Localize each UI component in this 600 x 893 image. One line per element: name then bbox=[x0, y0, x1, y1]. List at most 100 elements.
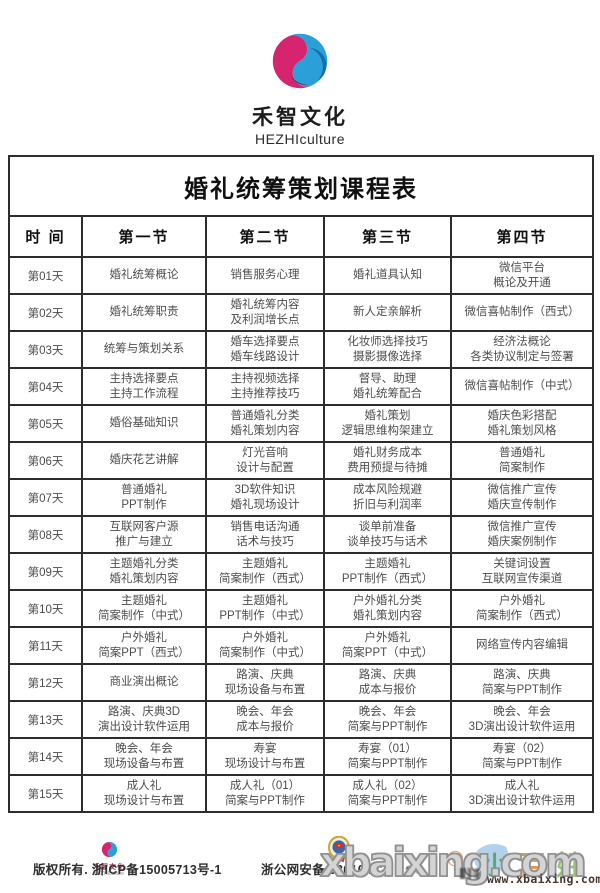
course-schedule-table: 婚礼统筹策划课程表 时 间 第一节 第二节 第三节 第四节 第01天 婚礼统筹概论… bbox=[7, 155, 595, 813]
course-cell: 婚礼财务成本 费用预提与待摊 bbox=[323, 441, 452, 480]
column-header-period-1: 第一节 bbox=[81, 215, 207, 258]
day-cell: 第12天 bbox=[8, 663, 83, 702]
footer-logo-name: 禾智文化 bbox=[93, 864, 125, 871]
watermark-art-char: 姓 bbox=[556, 851, 583, 881]
course-cell: 普通婚礼分类 婚礼策划内容 bbox=[205, 404, 325, 443]
day-cell: 第15天 bbox=[8, 774, 83, 813]
course-cell: 成人礼 现场设计与布置 bbox=[81, 774, 207, 813]
table-header-row: 时 间 第一节 第二节 第三节 第四节 bbox=[8, 215, 595, 258]
obscured-digits bbox=[395, 865, 426, 874]
watermark-site-text: xbaixing.com bbox=[319, 839, 587, 887]
course-cell: 网络宣传内容编辑 bbox=[449, 626, 595, 665]
table-title: 婚礼统筹策划课程表 bbox=[7, 155, 595, 217]
watermark-art-char: 百 bbox=[518, 851, 545, 881]
course-cell: 主题婚礼 PPT制作（西式） bbox=[323, 552, 452, 591]
hezhi-logo-icon bbox=[272, 33, 328, 89]
course-cell: 化妆师选择技巧 摄影摄像选择 bbox=[323, 330, 452, 369]
course-cell: 销售服务心理 bbox=[205, 256, 325, 295]
police-badge-icon bbox=[328, 836, 350, 863]
table-row: 第07天 普通婚礼 PPT制作 3D软件知识 婚礼现场设计 成本风险规避 折旧与利润率 微信推… bbox=[8, 478, 595, 517]
course-cell: 婚礼统筹职责 bbox=[81, 293, 207, 332]
course-cell: 互联网客户源 推广与建立 bbox=[81, 515, 207, 554]
table-row: 第05天 婚俗基础知识 普通婚礼分类 婚礼策划内容 婚礼策划 逻辑思维构架建立 婚庆色彩搭配… bbox=[8, 404, 595, 443]
course-cell: 寿宴（02） 简案与PPT制作 bbox=[449, 737, 595, 776]
cartoon-figure-icon: ☺ bbox=[442, 842, 469, 872]
course-cell: 路演、庆典3D 演出设计软件运用 bbox=[81, 700, 207, 739]
day-cell: 第06天 bbox=[8, 441, 83, 480]
course-cell: 普通婚礼 简案制作 bbox=[449, 441, 595, 480]
course-cell: 成本风险规避 折旧与利润率 bbox=[323, 478, 452, 517]
day-cell: 第14天 bbox=[8, 737, 83, 776]
table-row: 第13天 路演、庆典3D 演出设计软件运用 晚会、年会 成本与报价 晚会、年会 简案与PPT… bbox=[8, 700, 595, 739]
course-cell: 督导、助理 婚礼统筹配合 bbox=[323, 367, 452, 406]
day-cell: 第04天 bbox=[8, 367, 83, 406]
course-cell: 主持选择要点 主持工作流程 bbox=[81, 367, 207, 406]
day-cell: 第07天 bbox=[8, 478, 83, 517]
table-row: 第06天 婚庆花艺讲解 灯光音响 设计与配置 婚礼财务成本 费用预提与待摊 普通婚礼 简案制作 bbox=[8, 441, 595, 480]
course-cell: 普通婚礼 PPT制作 bbox=[81, 478, 207, 517]
course-cell: 微信推广宣传 婚庆宣传制作 bbox=[449, 478, 595, 517]
watermark-art-char: 小 bbox=[482, 852, 508, 880]
course-cell: 路演、庆典 简案与PPT制作 bbox=[449, 663, 595, 702]
course-cell: 微信喜帖制作（中式） bbox=[449, 367, 595, 406]
course-cell: 新人定亲解析 bbox=[323, 293, 452, 332]
course-cell: 成人礼（02） 简案与PPT制作 bbox=[323, 774, 452, 813]
course-cell: 3D软件知识 婚礼现场设计 bbox=[205, 478, 325, 517]
hezhi-logo-small-icon bbox=[101, 841, 117, 858]
course-cell: 婚俗基础知识 bbox=[81, 404, 207, 443]
course-cell: 路演、庆典 现场设备与布置 bbox=[205, 663, 325, 702]
course-cell: 谈单前准备 谈单技巧与话术 bbox=[323, 515, 452, 554]
course-cell: 户外婚礼 简案制作（中式） bbox=[205, 626, 325, 665]
brand-header: 禾智文化 HEZHIculture bbox=[0, 27, 600, 147]
course-cell: 寿宴 现场设计与布置 bbox=[205, 737, 325, 776]
course-cell: 户外婚礼分类 婚礼策划内容 bbox=[323, 589, 452, 628]
table-row: 第14天 晚会、年会 现场设备与布置 寿宴 现场设计与布置 寿宴（01） 简案与PPT制作寿… bbox=[8, 737, 595, 776]
day-cell: 第02天 bbox=[8, 293, 83, 332]
table-row: 第08天 互联网客户源 推广与建立 销售电话沟通 话术与技巧 谈单前准备 谈单技巧与话术 微信… bbox=[8, 515, 595, 554]
table-row: 第10天 主题婚礼 简案制作（中式） 主题婚礼 PPT制作（中式） 户外婚礼分类 婚礼策划内… bbox=[8, 589, 595, 628]
security-label: 浙公网安备 bbox=[261, 863, 326, 877]
course-cell: 婚庆色彩搭配 婚礼策划风格 bbox=[449, 404, 595, 443]
course-cell: 微信推广宣传 婚庆案例制作 bbox=[449, 515, 595, 554]
column-header-period-2: 第二节 bbox=[205, 215, 325, 258]
course-cell: 灯光音响 设计与配置 bbox=[205, 441, 325, 480]
table-row: 第04天 主持选择要点 主持工作流程 主持视频选择 主持推荐技巧 督导、助理 婚礼统筹配合微… bbox=[8, 367, 595, 406]
footer-brand-logo: 禾智文化 HEZHIculture bbox=[86, 840, 132, 877]
course-cell: 婚礼统筹概论 bbox=[81, 256, 207, 295]
day-cell: 第10天 bbox=[8, 589, 83, 628]
course-cell: 婚礼统筹内容 及利润增长点 bbox=[205, 293, 325, 332]
course-cell: 商业演出概论 bbox=[81, 663, 207, 702]
course-cell: 成人礼 3D演出设计软件运用 bbox=[449, 774, 595, 813]
course-cell: 微信平台 概论及开通 bbox=[449, 256, 595, 295]
footer-logo-subtitle: HEZHIculture bbox=[93, 870, 124, 877]
security-filing-text: 浙公网安备 330104020 bbox=[261, 859, 426, 878]
copyright-icp-text: 版权所有. 浙ICP备15005713号-1 bbox=[33, 863, 222, 877]
brand-subtitle: HEZHIculture bbox=[254, 131, 346, 147]
day-cell: 第11天 bbox=[8, 626, 83, 665]
course-cell: 晚会、年会 成本与报价 bbox=[205, 700, 325, 739]
brand-name: 禾智文化 bbox=[252, 106, 348, 129]
course-cell: 经济法概论 各类协议制定与签署 bbox=[449, 330, 595, 369]
course-cell: 成人礼（01） 简案与PPT制作 bbox=[205, 774, 325, 813]
course-cell: 主题婚礼 简案制作（中式） bbox=[81, 589, 207, 628]
day-cell: 第09天 bbox=[8, 552, 83, 591]
course-cell: 主题婚礼 简案制作（西式） bbox=[205, 552, 325, 591]
security-number: 330104020 bbox=[328, 863, 395, 877]
watermark-logo-art: ☺ 小 百 姓 bbox=[440, 842, 600, 886]
course-cell: 统筹与策划关系 bbox=[81, 330, 207, 369]
course-cell: 微信喜帖制作（西式） bbox=[449, 293, 595, 332]
course-cell: 户外婚礼 简案PPT（西式） bbox=[81, 626, 207, 665]
course-cell: 户外婚礼 简案PPT（中式） bbox=[323, 626, 452, 665]
course-cell: 晚会、年会 简案与PPT制作 bbox=[323, 700, 452, 739]
course-cell: 寿宴（01） 简案与PPT制作 bbox=[323, 737, 452, 776]
course-cell: 婚礼道具认知 bbox=[323, 256, 452, 295]
table-row: 第03天 统筹与策划关系 婚车选择要点 婚车线路设计 化妆师选择技巧 摄影摄像选择 经济法概… bbox=[8, 330, 595, 369]
course-cell: 婚车选择要点 婚车线路设计 bbox=[205, 330, 325, 369]
table-title-row: 婚礼统筹策划课程表 bbox=[7, 155, 595, 217]
course-cell: 晚会、年会 现场设备与布置 bbox=[81, 737, 207, 776]
course-cell: 路演、庆典 成本与报价 bbox=[323, 663, 452, 702]
course-cell: 晚会、年会 3D演出设计软件运用 bbox=[449, 700, 595, 739]
course-cell: 婚礼策划 逻辑思维构架建立 bbox=[323, 404, 452, 443]
course-cell: 关键词设置 互联网宣传渠道 bbox=[449, 552, 595, 591]
